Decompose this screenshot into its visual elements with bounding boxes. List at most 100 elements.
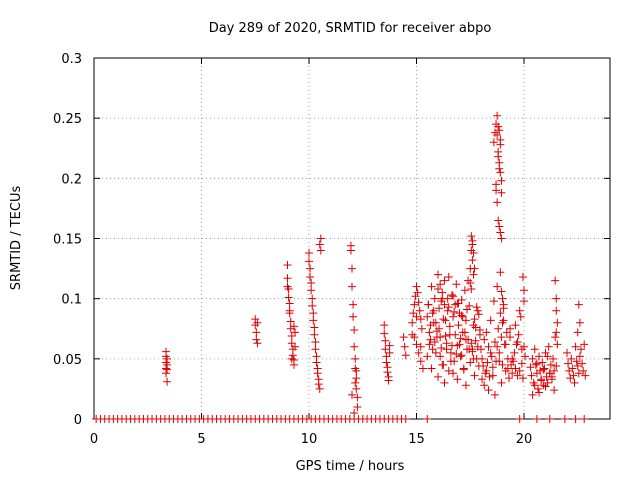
- data-point: [451, 330, 460, 339]
- data-point: [532, 359, 541, 368]
- data-point: [305, 257, 313, 266]
- data-point: [552, 294, 561, 303]
- data-point: [427, 364, 436, 373]
- data-point: [428, 309, 437, 318]
- data-point: [552, 328, 561, 337]
- data-point: [465, 301, 474, 310]
- data-point: [497, 234, 506, 243]
- data-point: [531, 360, 540, 369]
- data-point: [383, 368, 392, 377]
- data-point: [412, 312, 421, 321]
- data-point: [488, 363, 497, 372]
- data-point: [540, 364, 549, 373]
- y-tick-label: 0.25: [53, 112, 82, 127]
- data-point: [552, 362, 561, 371]
- data-point: [457, 295, 466, 304]
- data-point: [501, 340, 510, 349]
- data-point: [549, 354, 558, 363]
- data-point: [447, 291, 456, 300]
- data-point: [520, 297, 528, 306]
- data-point: [475, 325, 484, 334]
- data-point: [460, 286, 469, 295]
- data-point: [530, 345, 539, 354]
- data-point: [552, 306, 561, 315]
- data-point: [346, 246, 355, 255]
- data-point: [510, 348, 519, 357]
- data-point: [438, 360, 447, 369]
- data-point: [430, 294, 439, 303]
- data-point: [316, 234, 325, 243]
- y-tick-label: 0.15: [53, 233, 82, 248]
- data-point: [543, 352, 552, 361]
- data-point: [564, 359, 573, 368]
- data-point: [496, 168, 505, 177]
- data-point: [572, 357, 581, 366]
- data-point: [315, 240, 324, 249]
- data-point: [495, 348, 504, 357]
- y-tick-label: 0.2: [61, 172, 82, 187]
- data-point: [545, 415, 554, 423]
- x-tick-label: 5: [197, 432, 205, 447]
- data-point: [489, 138, 498, 147]
- data-point: [385, 348, 394, 357]
- x-tick-label: 20: [516, 432, 533, 447]
- data-point: [573, 328, 582, 337]
- data-point: [428, 345, 437, 354]
- data-point: [163, 354, 172, 363]
- data-point: [469, 248, 478, 257]
- data-point: [309, 309, 318, 318]
- data-point: [528, 390, 537, 399]
- data-point: [452, 280, 461, 289]
- data-point: [553, 318, 562, 327]
- data-point: [560, 415, 569, 423]
- data-point: [472, 303, 481, 312]
- data-point: [511, 364, 520, 373]
- data-point: [520, 286, 528, 295]
- data-point: [528, 354, 537, 363]
- chart-title: Day 289 of 2020, SRMTID for receiver abp…: [209, 21, 492, 36]
- data-point: [380, 329, 389, 338]
- data-point: [162, 369, 171, 378]
- data-point: [496, 309, 505, 318]
- data-point: [458, 312, 467, 321]
- data-point: [504, 374, 513, 383]
- grid-lines: [94, 58, 610, 419]
- data-point: [352, 384, 361, 393]
- data-point: [313, 369, 322, 378]
- data-point: [536, 366, 545, 375]
- data-point: [538, 358, 547, 367]
- data-point: [517, 359, 526, 368]
- data-point: [349, 300, 358, 309]
- x-tick-label: 15: [408, 432, 425, 447]
- data-point: [286, 317, 295, 326]
- data-point: [289, 360, 298, 369]
- data-point: [291, 328, 300, 337]
- data-point: [478, 354, 487, 363]
- data-point: [480, 381, 489, 390]
- data-point: [430, 337, 439, 346]
- data-point: [381, 336, 390, 345]
- data-point: [493, 131, 502, 140]
- x-tick-label: 0: [90, 432, 98, 447]
- data-point: [537, 375, 546, 384]
- data-point: [463, 305, 472, 314]
- data-point: [496, 268, 505, 277]
- data-point: [494, 152, 503, 161]
- data-point: [503, 364, 512, 373]
- data-point: [285, 306, 294, 315]
- data-point: [314, 380, 323, 389]
- data-point: [483, 358, 492, 367]
- data-point: [493, 342, 502, 351]
- data-point: [444, 303, 453, 312]
- data-point: [416, 315, 425, 324]
- data-point: [446, 357, 455, 366]
- data-point: [445, 322, 454, 331]
- data-point: [163, 365, 172, 374]
- data-point: [482, 366, 491, 375]
- data-point: [470, 371, 479, 380]
- data-point: [482, 328, 491, 337]
- data-point: [436, 352, 445, 361]
- data-point: [454, 321, 463, 330]
- data-point: [425, 328, 434, 337]
